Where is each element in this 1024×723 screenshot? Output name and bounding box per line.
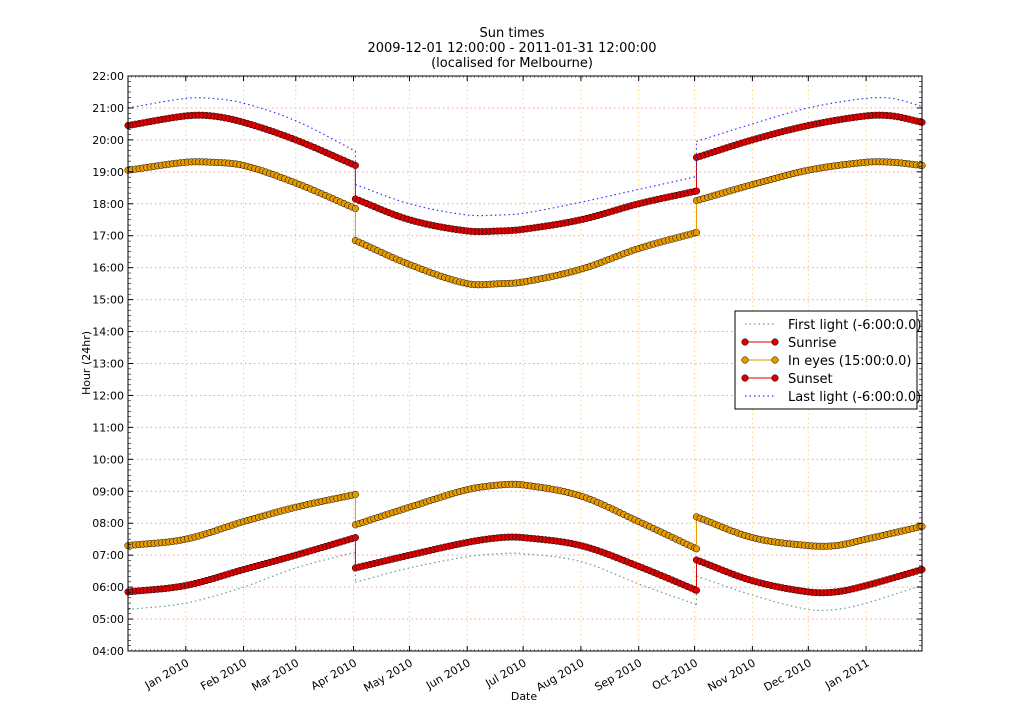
y-tick-label: 22:00 — [92, 70, 124, 83]
subtitle-date-range: 2009-12-01 12:00:00 - 2011-01-31 12:00:0… — [367, 41, 656, 56]
y-tick-label: 13:00 — [92, 358, 124, 371]
chart-title: Sun times 2009-12-01 12:00:00 - 2011-01-… — [367, 26, 656, 71]
y-tick-label: 16:00 — [92, 262, 124, 275]
y-axis: 04:00 05:00 06:00 07:00 08:00 09:00 10:00 11:00… — [92, 70, 922, 658]
series-sunrise — [124, 533, 926, 597]
y-tick-label: 14:00 — [92, 326, 124, 339]
x-tick-label: Jan 2010 — [142, 656, 191, 692]
legend-entry-label: Last light (-6:00:0.0) — [788, 390, 921, 405]
x-tick-label: Aug 2010 — [534, 656, 586, 694]
y-axis-label: Hour (24hr) — [80, 331, 93, 395]
legend-marker-icon — [771, 338, 779, 346]
y-tick-label: 07:00 — [92, 549, 124, 562]
x-tick-label: Feb 2010 — [198, 656, 249, 693]
legend-marker-icon — [741, 356, 749, 364]
legend-entry-label: In eyes (15:00:0.0) — [788, 354, 911, 369]
legend: First light (-6:00:0.0) Sunrise In eyes (1… — [734, 310, 922, 410]
x-tick-label: Mar 2010 — [249, 656, 301, 693]
series-line — [696, 96, 923, 143]
y-tick-label: 20:00 — [92, 134, 124, 147]
y-tick-label: 21:00 — [92, 102, 124, 115]
legend-entry-label: Sunrise — [788, 336, 836, 351]
y-tick-label: 10:00 — [92, 453, 124, 466]
x-axis-label: Date — [511, 690, 538, 703]
y-tick-label: 12:00 — [92, 389, 124, 402]
series-line — [127, 161, 356, 210]
series-line — [127, 551, 356, 611]
x-tick-label: Sep 2010 — [592, 656, 644, 693]
series-first-light — [127, 551, 923, 612]
x-tick-label: Jan 2011 — [822, 656, 871, 692]
y-tick-label: 08:00 — [92, 517, 124, 530]
y-tick-label: 18:00 — [92, 198, 124, 211]
legend-marker-icon — [771, 356, 779, 364]
x-tick-label: Dec 2010 — [762, 656, 814, 694]
x-tick-label: Jul 2010 — [483, 656, 529, 690]
x-tick-label: Nov 2010 — [706, 656, 758, 694]
series-line — [696, 114, 923, 158]
x-tick-label: May 2010 — [361, 656, 414, 694]
series-last-light — [127, 96, 923, 217]
series-in-eyes — [124, 158, 926, 553]
y-tick-label: 11:00 — [92, 421, 124, 434]
x-tick-label: Jun 2010 — [423, 656, 473, 692]
y-tick-label: 09:00 — [92, 485, 124, 498]
series-line — [355, 176, 697, 217]
plot-series — [124, 96, 926, 612]
title: Sun times — [479, 26, 544, 41]
y-tick-label: 06:00 — [92, 581, 124, 594]
y-tick-label: 15:00 — [92, 294, 124, 307]
legend-marker-icon — [741, 374, 749, 382]
y-tick-label: 05:00 — [92, 613, 124, 626]
subtitle-location: (localised for Melbourne) — [431, 56, 593, 71]
series-line — [355, 536, 697, 591]
x-tick-label: Oct 2010 — [650, 656, 700, 693]
legend-entry-label: First light (-6:00:0.0) — [788, 318, 922, 333]
legend-marker-icon — [741, 338, 749, 346]
legend-marker-icon — [771, 374, 779, 382]
series-line — [355, 232, 697, 286]
series-line — [355, 552, 697, 606]
y-tick-label: 19:00 — [92, 166, 124, 179]
legend-entry-label: Sunset — [788, 372, 833, 387]
y-tick-label: 17:00 — [92, 230, 124, 243]
x-tick-label: Apr 2010 — [309, 656, 359, 693]
y-tick-label: 04:00 — [92, 645, 124, 658]
